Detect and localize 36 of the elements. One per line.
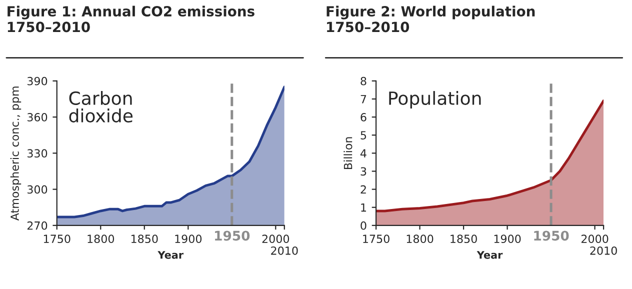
y-tick-label: 7 (360, 95, 366, 104)
x-tick-label: 1850 (450, 234, 477, 244)
y-tick-label: 330 (27, 149, 48, 158)
x-axis-title: Year (158, 251, 184, 259)
y-tick-label: 4 (360, 149, 366, 158)
y-tick-label: 8 (360, 76, 366, 86)
annotation: 2010 (590, 246, 617, 255)
y-tick-label: 390 (27, 76, 48, 86)
y-axis-title: Atmospheric conc., ppm (10, 86, 22, 221)
y-tick-label: 3 (360, 167, 366, 176)
x-tick-label: 1850 (131, 234, 158, 244)
y-tick-label: 6 (360, 113, 366, 122)
y-tick-label: 270 (27, 221, 48, 230)
x-tick-label: 1750 (363, 234, 390, 244)
y-axis-title: Billion (344, 137, 352, 169)
annotation: Population (389, 91, 481, 109)
annotation: 2010 (271, 246, 298, 255)
x-tick-label: 1800 (406, 234, 434, 244)
chart-title: Figure 1: Annual CO2 emissions 1750–2010 (8, 6, 254, 32)
y-tick-label: 2 (360, 185, 366, 194)
x-tick-label: 1900 (175, 234, 202, 244)
x-tick-label: 1750 (44, 234, 70, 244)
y-tick-label: 5 (360, 131, 366, 140)
annotation: Carbon dioxide (69, 91, 133, 122)
ref-line-label: 1950 (215, 230, 250, 241)
x-tick-label: 1900 (494, 234, 521, 244)
x-tick-label: 1800 (88, 234, 114, 244)
y-tick-label: 0 (360, 221, 366, 230)
y-tick-label: 1 (361, 203, 366, 212)
x-tick-label: 2000 (262, 234, 290, 244)
y-tick-label: 360 (27, 113, 48, 122)
ref-line-label: 1950 (534, 230, 569, 241)
x-axis-title: Year (476, 251, 503, 259)
chart-title: Figure 2: World population 1750–2010 (326, 6, 535, 32)
y-tick-label: 300 (27, 185, 48, 194)
x-tick-label: 2000 (581, 234, 608, 244)
